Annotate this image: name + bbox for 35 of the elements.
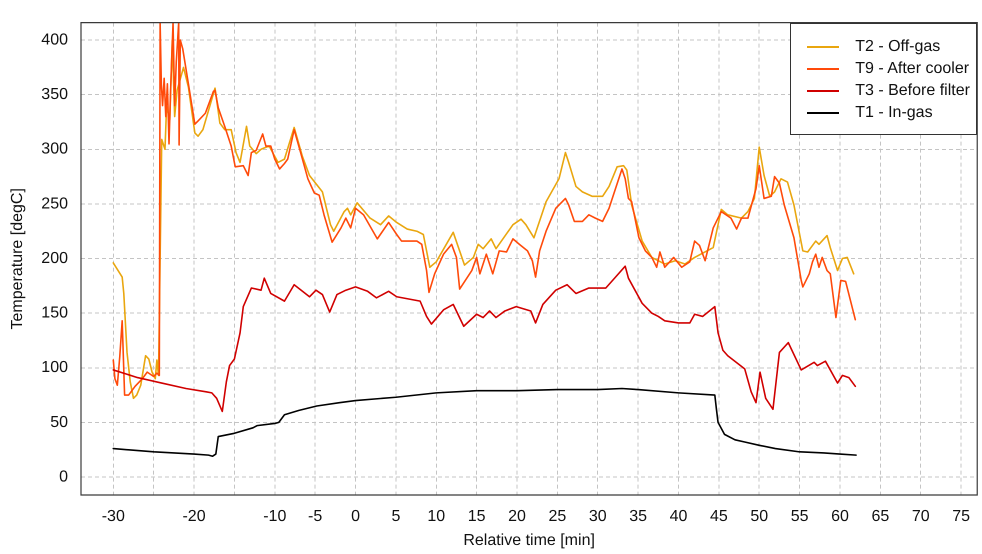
x-tick-label: 10	[427, 508, 446, 526]
x-tick-label: 25	[548, 508, 566, 526]
y-tick-label: 150	[41, 304, 68, 322]
x-tick-label: 75	[952, 508, 970, 526]
y-axis-title: Temperature [degC]	[9, 188, 26, 330]
x-tick-label: 30	[588, 508, 607, 526]
x-tick-label: 65	[871, 508, 890, 526]
y-tick-label: 250	[41, 195, 68, 212]
y-tick-label: 0	[59, 468, 68, 486]
x-tick-label: 40	[670, 508, 688, 526]
y-tick-label: 50	[50, 414, 68, 431]
x-tick-label: 50	[750, 508, 768, 526]
legend-label: T1 - In-gas	[855, 104, 933, 122]
x-tick-label: 45	[710, 508, 728, 526]
x-tick-label: -30	[102, 508, 125, 526]
x-tick-label: -20	[182, 508, 206, 526]
x-tick-label: -10	[263, 508, 286, 526]
x-tick-label: 55	[790, 508, 809, 526]
x-tick-label: 35	[629, 508, 648, 526]
y-tick-label: 100	[41, 359, 68, 376]
legend-label: T2 - Off-gas	[855, 38, 940, 56]
x-tick-label: 20	[508, 508, 526, 526]
x-tick-label: 60	[831, 508, 849, 526]
y-tick-label: 300	[41, 140, 68, 158]
x-tick-label: 5	[391, 508, 400, 526]
x-tick-label: -5	[308, 508, 322, 526]
x-axis-title: Relative time [min]	[463, 532, 595, 549]
y-tick-label: 200	[41, 250, 68, 267]
y-tick-label: 350	[41, 86, 68, 104]
legend-label: T3 - Before filter	[855, 82, 970, 100]
x-tick-label: 15	[468, 508, 486, 526]
y-tick-label: 400	[41, 31, 68, 48]
x-tick-label: 0	[351, 508, 360, 526]
legend-label: T9 - After cooler	[855, 60, 970, 78]
x-tick-label: 70	[912, 508, 930, 526]
